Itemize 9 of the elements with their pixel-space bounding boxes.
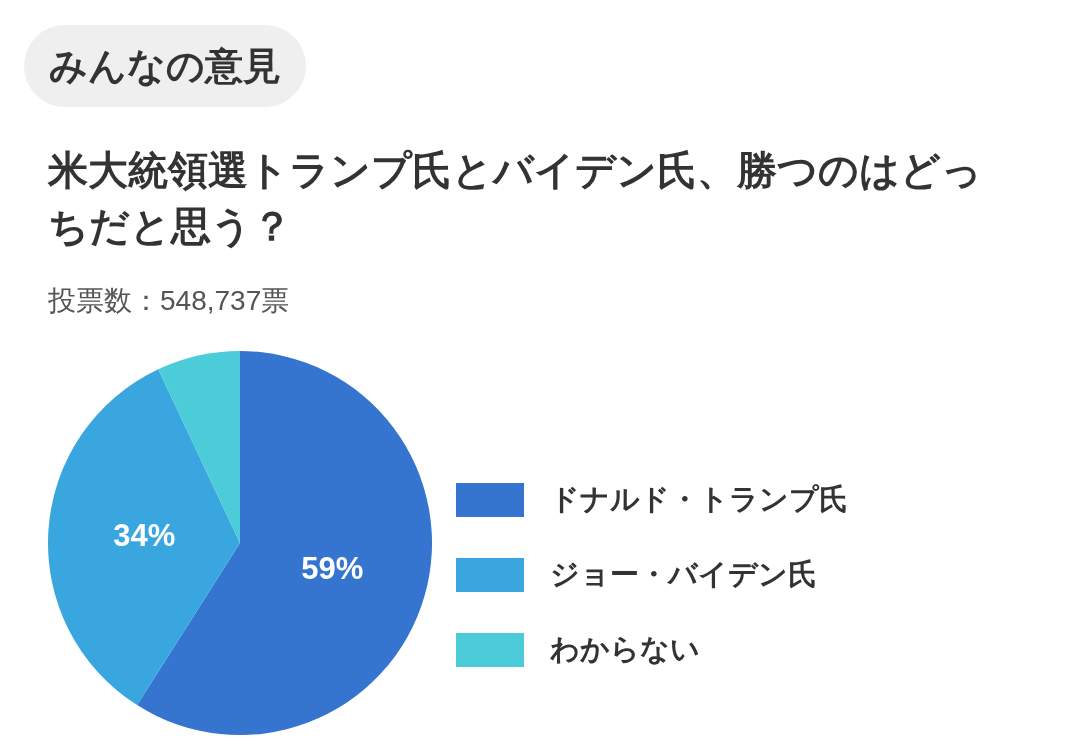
legend-label: ドナルド・トランプ氏 — [550, 483, 848, 515]
data-label: 59% — [301, 550, 364, 586]
chart-subtitle: 投票数：548,737票 — [48, 284, 290, 318]
chart-title: 米大統領選トランプ氏とバイデン氏、勝つのはどっちだと思う？ — [48, 147, 983, 250]
legend-label: わからない — [549, 633, 700, 665]
pill-label: みんなの意見 — [24, 25, 306, 107]
legend-label: ジョー・バイデン氏 — [550, 558, 817, 590]
data-label: 34% — [113, 517, 176, 553]
pie-slice — [48, 369, 240, 706]
